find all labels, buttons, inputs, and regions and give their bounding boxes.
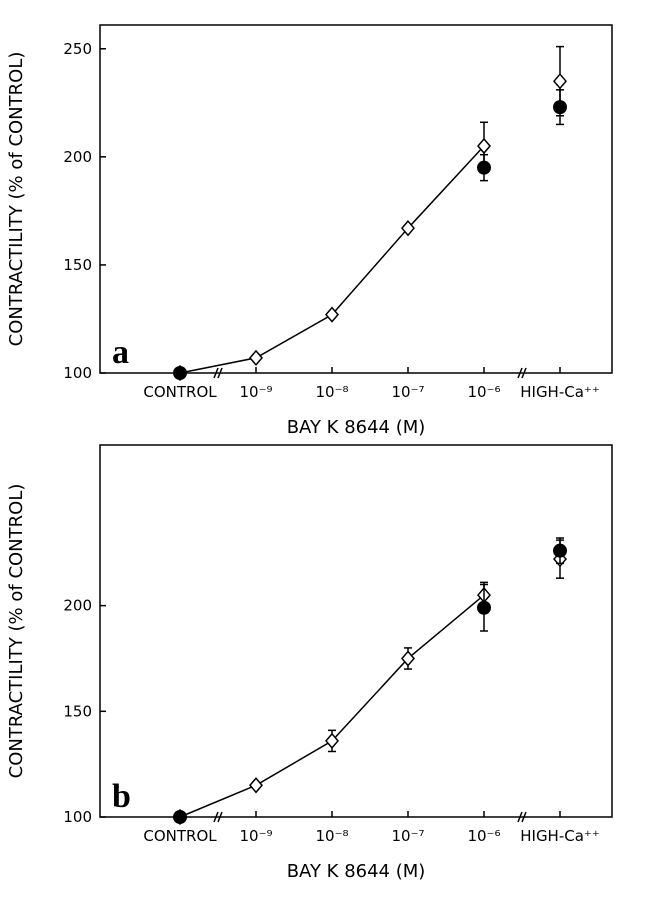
y-tick-label: 100 bbox=[63, 808, 92, 826]
plot-frame bbox=[99, 24, 613, 374]
axis-break bbox=[517, 367, 523, 379]
axis-break bbox=[213, 367, 219, 379]
x-axis-title: BAY K 8644 (M) bbox=[287, 417, 426, 438]
axis-break bbox=[517, 811, 523, 823]
x-axis-title: BAY K 8644 (M) bbox=[287, 861, 426, 882]
axis-break bbox=[521, 811, 527, 823]
x-tick-label: 10⁻⁷ bbox=[391, 827, 424, 845]
diamond-marker bbox=[401, 220, 415, 237]
circle-marker bbox=[553, 543, 567, 558]
x-tick-label: HIGH-Ca⁺⁺ bbox=[520, 827, 600, 845]
data-line bbox=[179, 145, 485, 374]
x-tick-label: HIGH-Ca⁺⁺ bbox=[520, 383, 600, 401]
x-tick-label: 10⁻⁷ bbox=[391, 383, 424, 401]
y-tick-label: 200 bbox=[63, 597, 92, 615]
x-tick-label: 10⁻⁶ bbox=[467, 827, 500, 845]
circle-marker bbox=[173, 810, 187, 824]
diamond-marker bbox=[249, 349, 263, 367]
panel-label: b bbox=[112, 778, 131, 815]
x-tick-label: 10⁻⁹ bbox=[239, 827, 272, 845]
x-tick-label: 10⁻⁶ bbox=[467, 383, 500, 401]
panel-label: a bbox=[112, 334, 129, 371]
diamond-marker bbox=[249, 777, 263, 794]
axis-break bbox=[217, 367, 223, 379]
x-tick-label: CONTROL bbox=[143, 827, 217, 845]
axis-break bbox=[521, 367, 527, 379]
diamond-marker bbox=[325, 732, 339, 750]
y-tick-label: 200 bbox=[63, 148, 92, 166]
data-line bbox=[179, 594, 485, 818]
diamond-marker bbox=[477, 137, 491, 155]
plot-frame bbox=[99, 444, 613, 818]
diamond-marker bbox=[401, 650, 415, 667]
circle-marker bbox=[173, 366, 187, 380]
y-tick-label: 150 bbox=[63, 702, 92, 720]
x-tick-label: CONTROL bbox=[143, 383, 217, 401]
y-tick-label: 150 bbox=[63, 256, 92, 274]
diamond-marker bbox=[325, 306, 339, 323]
y-axis-title: CONTRACTILITY (% of CONTROL) bbox=[6, 484, 27, 779]
x-tick-label: 10⁻⁸ bbox=[315, 827, 348, 845]
y-tick-label: 250 bbox=[63, 40, 92, 58]
y-tick-label: 100 bbox=[63, 364, 92, 382]
circle-marker bbox=[477, 160, 491, 175]
circle-marker bbox=[553, 100, 567, 115]
diamond-marker bbox=[553, 73, 567, 90]
circle-marker bbox=[477, 600, 491, 615]
y-axis-title: CONTRACTILITY (% of CONTROL) bbox=[6, 52, 27, 347]
axis-break bbox=[217, 811, 223, 823]
x-tick-label: 10⁻⁹ bbox=[239, 383, 272, 401]
x-tick-label: 10⁻⁸ bbox=[315, 383, 348, 401]
axis-break bbox=[213, 811, 219, 823]
